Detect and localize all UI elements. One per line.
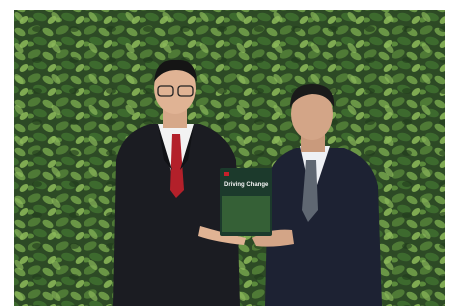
book: Driving Change bbox=[220, 168, 272, 236]
book-cover-image bbox=[222, 196, 270, 232]
book-logo bbox=[224, 172, 229, 176]
page: {"book": {"title": "Driving Change"}} bbox=[0, 0, 459, 306]
photo: Driving Change bbox=[0, 0, 459, 306]
book-title: Driving Change bbox=[224, 182, 269, 188]
